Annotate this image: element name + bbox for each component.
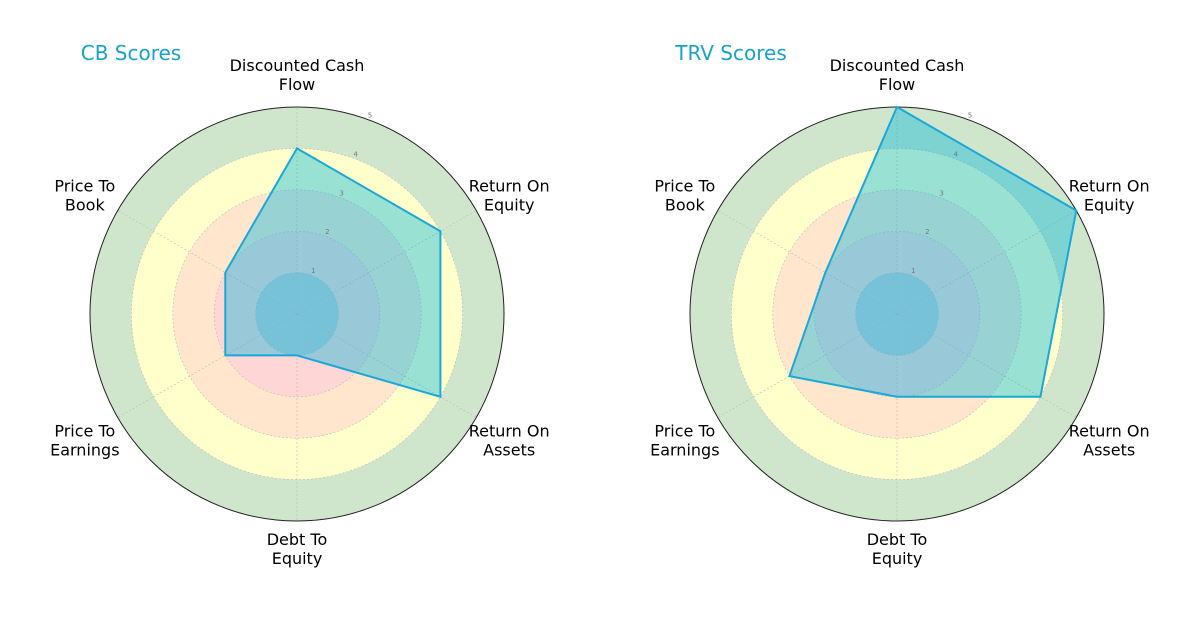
radial-tick-label: 5	[368, 112, 372, 120]
radial-tick-label: 5	[968, 112, 972, 120]
grid-circle-2	[213, 230, 381, 398]
radial-tick-label: 2	[925, 228, 929, 236]
spoke-price-to-book	[117, 210, 298, 315]
spoke-return-on-assets	[896, 313, 1077, 418]
radial-tick-label: 4	[354, 150, 359, 158]
spoke-return-on-assets	[296, 313, 477, 418]
series-polygon	[788, 105, 1078, 398]
spoke-price-to-earnings	[717, 313, 898, 418]
axis-label-debt-to-equity: Debt To Equity	[867, 530, 928, 568]
radial-tick-label: 2	[325, 228, 329, 236]
radial-tick-label: 4	[954, 150, 959, 158]
radial-tick-label: 3	[939, 189, 943, 197]
axis-label-debt-to-equity: Debt To Equity	[267, 530, 328, 568]
chart-title: TRV Scores	[674, 41, 787, 65]
axis-label-price-to-earnings: Price To Earnings	[50, 422, 119, 460]
cb-radar-chart: 1 2 3 4 5 Discounted Cash Flow Return On Equity R…	[50, 41, 550, 568]
trv-radar-chart: 1 2 3 4 5 Discounted Cash Flow Return On Equity R…	[650, 41, 1150, 568]
axis-label-return-on-equity: Return On Equity	[469, 177, 550, 215]
spoke-return-on-equity	[896, 210, 1077, 315]
axis-label-discounted-cash-flow: Discounted Cash Flow	[830, 56, 965, 94]
chart-title: CB Scores	[81, 41, 181, 65]
axis-label-price-to-earnings: Price To Earnings	[650, 422, 719, 460]
axis-label-return-on-equity: Return On Equity	[1069, 177, 1150, 215]
spoke-price-to-earnings	[117, 313, 298, 418]
axis-label-discounted-cash-flow: Discounted Cash Flow	[230, 56, 365, 94]
series-polygon	[224, 147, 442, 399]
axis-label-return-on-assets: Return On Assets	[469, 422, 550, 460]
spoke-return-on-equity	[296, 210, 477, 315]
radial-tick-label: 1	[311, 267, 315, 275]
axis-label-return-on-assets: Return On Assets	[1069, 422, 1150, 460]
axis-label-price-to-book: Price To Book	[54, 177, 115, 215]
radial-tick-label: 3	[339, 189, 343, 197]
outer-ring	[89, 106, 505, 522]
spoke-price-to-book	[717, 210, 898, 315]
axis-label-price-to-book: Price To Book	[654, 177, 715, 215]
radial-tick-label: 1	[911, 267, 915, 275]
